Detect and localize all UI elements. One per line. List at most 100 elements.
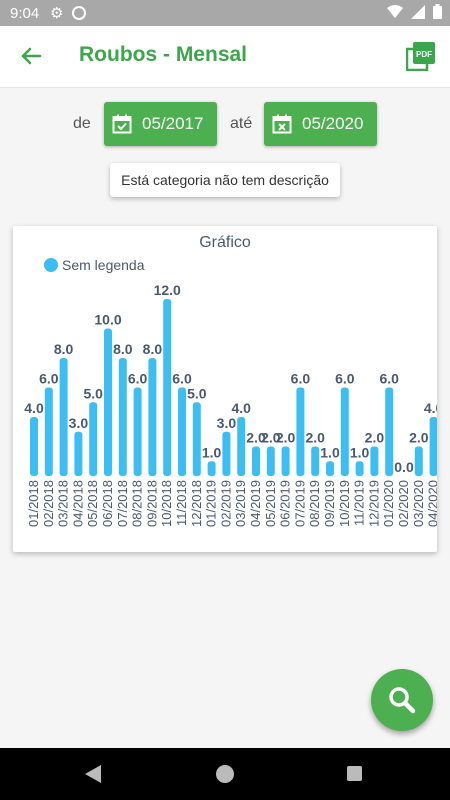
x-tick-label: 09/2019 [322,480,337,527]
data-label: 8.0 [143,341,163,357]
chart-bar [296,387,305,476]
from-date-value: 05/2017 [142,114,204,133]
chart-bar [370,446,379,476]
data-label: 0.0 [394,459,414,475]
chart-bar [222,431,231,476]
x-tick-label: 06/2019 [278,480,293,527]
chart-bar [178,387,186,476]
data-label: 6.0 [172,371,192,387]
date-range-selector: de 05/2017 até 05/2020 [0,102,450,146]
legend-label: Sem legenda [62,257,145,273]
chart-bar [340,387,349,476]
x-tick-label: 10/2018 [159,480,174,527]
chart-bar [414,446,423,476]
x-tick-label: 06/2018 [100,480,115,527]
signal-icon [411,4,425,19]
x-tick-label: 07/2019 [292,480,307,527]
data-label: 4.0 [424,400,437,416]
chart-bar [44,387,53,476]
x-tick-label: 07/2018 [115,480,130,527]
x-tick-label: 02/2020 [396,480,411,527]
status-bar: 9:04 ⚙ [0,0,450,26]
x-tick-label: 02/2019 [218,480,233,527]
x-tick-label: 10/2019 [337,480,352,527]
back-arrow-icon[interactable] [16,41,46,71]
chart-legend: Sem legenda [44,257,145,273]
system-nav-bar [0,748,450,800]
page-title: Roubos - Mensal [79,43,248,66]
chart-bar [148,358,157,476]
data-label: 2.0 [276,430,296,446]
bar-chart: 4.0 01/2018 6.0 02/2018 8.0 03/2018 3.0 04/2018… [24,282,437,527]
x-tick-label: 03/2018 [56,480,71,527]
data-label: 2.0 [409,430,429,446]
x-tick-label: 02/2018 [41,480,56,527]
status-time: 9:04 [10,5,40,22]
data-label: 2.0 [261,430,281,446]
x-tick-label: 05/2018 [85,480,100,527]
data-label: 1.0 [350,444,370,460]
x-tick-label: 12/2019 [366,480,381,527]
data-label: 3.0 [217,415,237,431]
x-tick-label: 01/2018 [26,480,41,527]
from-label: de [73,115,91,132]
data-label: 2.0 [365,430,385,446]
chart-title: Gráfico [199,234,251,251]
data-label: 1.0 [320,444,340,460]
x-tick-label: 12/2018 [189,480,204,527]
category-description-tooltip: Está categoria não tem descrição [110,163,340,197]
chart-bar [355,461,364,476]
chart-bar [89,402,98,476]
x-tick-label: 08/2018 [130,480,145,527]
search-button[interactable] [371,669,433,731]
data-label: 6.0 [291,371,311,387]
to-date-button[interactable]: 05/2020 [264,102,377,146]
chart-bar [59,358,68,476]
chart-bar [281,446,290,476]
x-tick-label: 09/2018 [144,480,159,527]
svg-text:PDF: PDF [416,50,432,59]
chart-bar [266,446,275,476]
battery-icon [433,4,442,19]
sync-icon [72,6,86,20]
x-tick-label: 11/2018 [174,480,189,526]
nav-recents-icon[interactable] [347,766,362,781]
data-label: 8.0 [54,341,74,357]
x-tick-label: 11/2019 [352,480,367,526]
data-label: 5.0 [187,385,207,401]
data-label: 5.0 [83,385,103,401]
settings-icon: ⚙ [50,5,64,22]
data-label: 10.0 [94,312,121,328]
chart-bar [104,328,112,476]
data-label: 3.0 [69,415,89,431]
to-label: até [230,115,253,132]
chart-bar [429,417,437,476]
data-label: 8.0 [113,341,133,357]
x-tick-label: 08/2019 [307,480,322,527]
x-tick-label: 01/2019 [204,480,219,527]
chart-bar [30,417,38,476]
chart-bar [252,446,260,476]
legend-swatch [44,258,58,272]
chart-bar [163,299,172,476]
chart-bar [326,461,334,476]
chart-bar [74,431,83,476]
x-tick-label: 04/2019 [248,480,263,527]
chart-bar [118,358,127,476]
data-label: 6.0 [379,371,399,387]
app-bar: Roubos - Mensal PDF [0,26,450,88]
from-date-button[interactable]: 05/2017 [104,102,217,146]
search-icon [389,687,416,714]
chart-bar [311,446,320,476]
x-tick-label: 03/2020 [411,480,426,527]
data-label: 2.0 [246,430,266,446]
nav-home-icon[interactable] [216,765,234,783]
calendar-check-icon [112,114,132,134]
x-tick-label: 03/2019 [233,480,248,527]
nav-back-icon[interactable] [84,764,102,784]
data-label: 6.0 [335,371,355,387]
x-tick-label: 04/2020 [426,480,437,527]
x-tick-label: 05/2019 [263,480,278,527]
x-tick-label: 04/2018 [70,480,85,527]
pdf-export-icon[interactable]: PDF [406,41,436,71]
